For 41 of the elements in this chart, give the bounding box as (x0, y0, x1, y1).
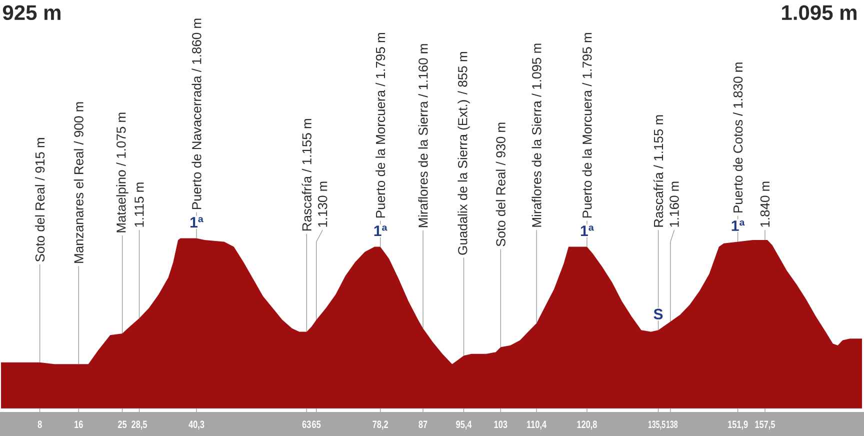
annotation: Soto del Real / 915 m (35, 138, 45, 262)
x-tick-label: 40,3 (188, 420, 204, 430)
annotation: Rascafría / 1.155 m (302, 119, 312, 231)
annotation: Puerto de la Morcuera / 1.795 m (376, 33, 386, 218)
annotation: 1ª (580, 226, 594, 236)
annotation: Puerto de Cotos / 1.830 m (733, 62, 743, 212)
x-tick-label: 120,8 (577, 420, 597, 430)
x-tick-label: 78,2 (372, 420, 388, 430)
x-tick-label: 25 (118, 420, 127, 428)
x-tick-label: 138 (666, 420, 678, 428)
annotation: Soto del Real / 930 m (496, 122, 506, 246)
annotation: 1.115 m (134, 182, 144, 227)
text: 1.095 m (782, 5, 856, 20)
annotation: Puerto de Navacerrada / 1.860 m (192, 18, 202, 210)
annotation: Rascafría / 1.155 m (653, 115, 664, 227)
annotation: 1ª (732, 220, 745, 231)
annotation: Miraflores de la Sierra / 1.160 m (418, 44, 428, 228)
x-tick-label: 103 (494, 420, 508, 428)
x-tick-label: 65 (312, 420, 321, 428)
x-tick-label: 95,4 (456, 420, 472, 430)
x-tick-label: 135,5 (648, 420, 666, 430)
x-tick-label: 157,5 (755, 420, 775, 430)
x-tick-label: 63 (302, 420, 311, 428)
annotation: Mataelpino / 1.075 m (116, 112, 128, 232)
x-tick-label: 28,5 (132, 420, 147, 430)
annotation: 1.160 m (670, 182, 679, 227)
x-tick-label: 8 (38, 420, 42, 428)
x-tick-label: 87 (418, 420, 428, 428)
annotation: 1ª (190, 217, 204, 228)
x-tick-label: 110,4 (527, 420, 547, 430)
x-tick-label: 16 (74, 420, 83, 428)
annotation: 1ª (374, 226, 388, 236)
annotation: Puerto de la Morcuera / 1.795 m (582, 33, 592, 218)
annotation: Manzanares el Real / 900 m (74, 102, 84, 263)
text: 925 m (2, 5, 60, 20)
annotation: Miraflores de la Sierra / 1.095 m (532, 44, 542, 227)
annotation: 1.840 m (760, 182, 770, 227)
annotation: Guadalix de la Sierra (Ext.) / 855 m (458, 52, 470, 255)
x-tick-label: 151,9 (728, 420, 748, 430)
annotation: S (654, 308, 663, 320)
annotation: 1.130 m (318, 182, 328, 227)
